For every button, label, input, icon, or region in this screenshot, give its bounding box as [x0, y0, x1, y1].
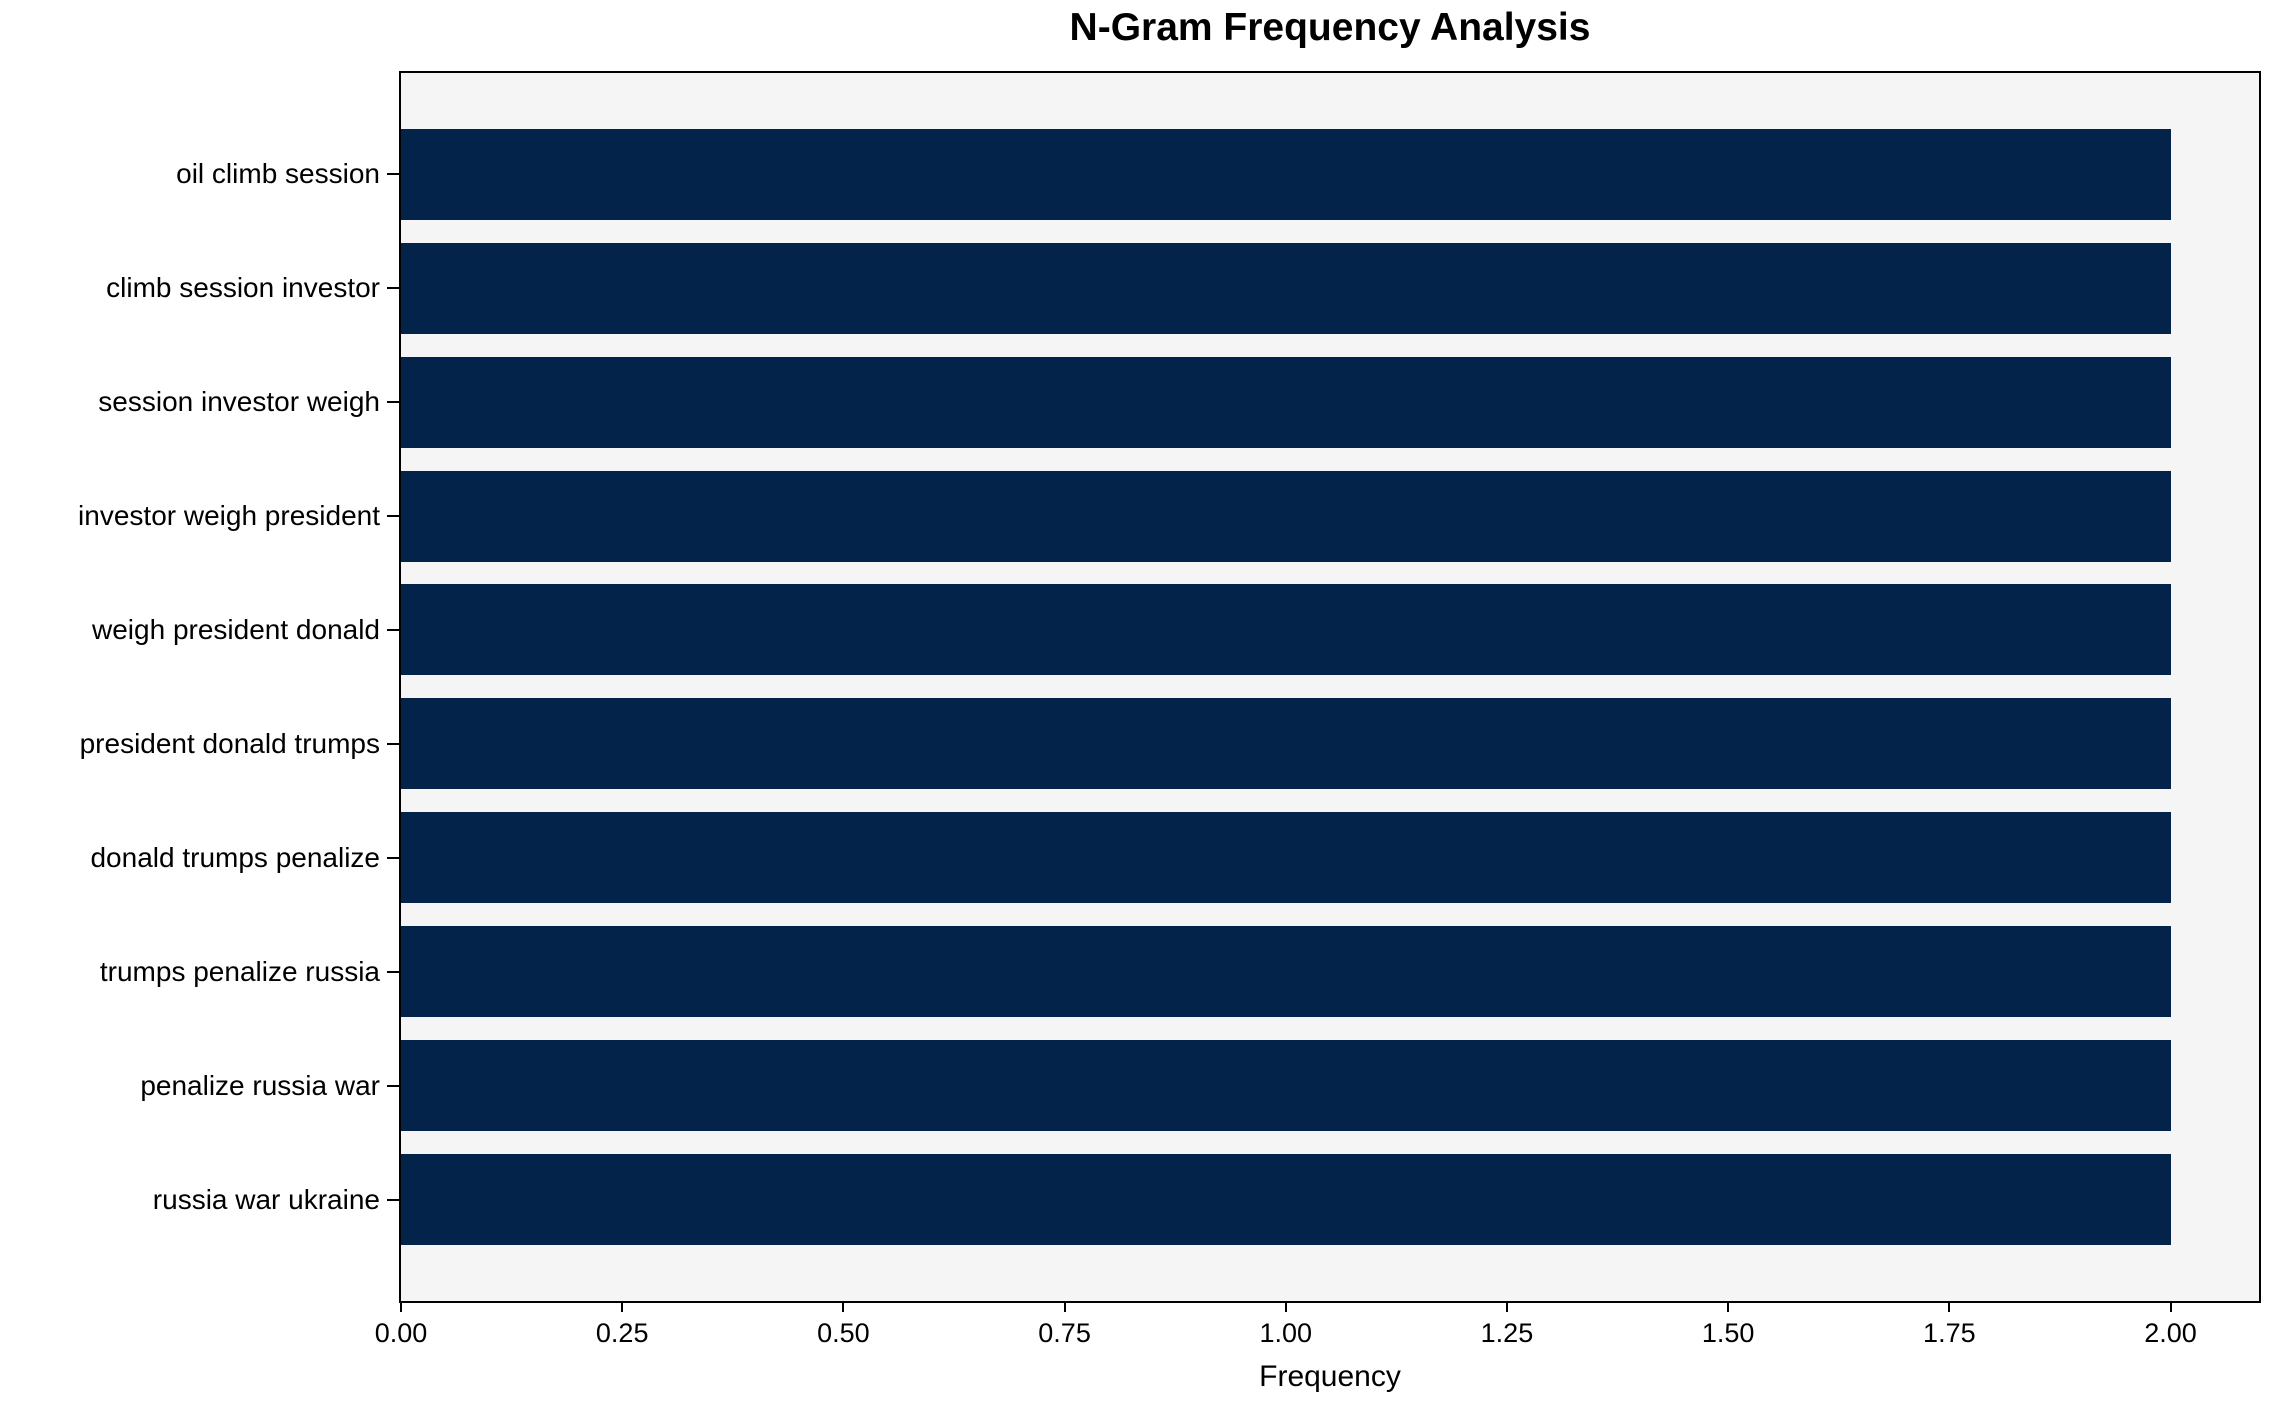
x-tick-mark: [1284, 1303, 1287, 1312]
y-tick-label: oil climb session: [176, 158, 380, 190]
x-tick-label: 0.75: [1038, 1318, 1091, 1348]
x-tick-label: 1.25: [1480, 1318, 1534, 1348]
bar-session-investor-weigh: [401, 356, 2171, 448]
y-tick-mark: [387, 1084, 399, 1087]
bar-donald-trumps-penalize: [401, 812, 2171, 904]
y-tick-label: weigh president donald: [92, 614, 380, 646]
bar-president-donald-trumps: [401, 698, 2171, 790]
x-tick-label: 1.75: [1923, 1318, 1976, 1348]
y-tick-mark: [387, 629, 399, 632]
x-tick-label: 2.00: [2144, 1318, 2197, 1348]
bar-russia-war-ukraine: [401, 1154, 2171, 1246]
x-tick-label: 0.25: [595, 1318, 649, 1348]
y-tick-mark: [387, 173, 399, 176]
y-tick-label: russia war ukraine: [152, 1183, 380, 1215]
bar-penalize-russia-war: [401, 1040, 2171, 1132]
x-tick-mark: [1727, 1303, 1730, 1312]
bar-investor-weigh-president: [401, 470, 2171, 562]
y-tick-mark: [387, 401, 399, 404]
x-tick-mark: [2169, 1303, 2172, 1312]
y-tick-label: trumps penalize russia: [99, 955, 380, 987]
y-tick-label: penalize russia war: [140, 1069, 380, 1101]
y-tick-label: donald trumps penalize: [90, 841, 380, 873]
bar-oil-climb-session: [401, 128, 2171, 220]
x-tick-label: 0.50: [817, 1318, 870, 1348]
y-tick-label: session investor weigh: [98, 386, 380, 418]
x-tick-label: 1.50: [1701, 1318, 1755, 1348]
bar-trumps-penalize-russia: [401, 926, 2171, 1018]
x-tick-mark: [621, 1303, 624, 1312]
x-tick-label: 1.00: [1259, 1318, 1313, 1348]
x-tick-mark: [400, 1303, 402, 1312]
x-tick-mark: [1063, 1303, 1066, 1312]
bar-weigh-president-donald: [401, 584, 2171, 676]
y-tick-mark: [387, 742, 399, 745]
y-tick-mark: [387, 856, 399, 859]
y-tick-label: investor weigh president: [78, 500, 380, 532]
y-tick-mark: [387, 1198, 399, 1201]
plot-area: [399, 71, 2261, 1303]
x-tick-label: 0.00: [374, 1318, 428, 1348]
chart-title: N-Gram Frequency Analysis: [1069, 6, 1591, 49]
x-tick-mark: [842, 1303, 845, 1312]
x-axis-title: Frequency: [1259, 1360, 1401, 1393]
y-tick-mark: [387, 515, 399, 518]
y-tick-label: climb session investor: [106, 272, 380, 304]
x-tick-mark: [1505, 1303, 1508, 1312]
bar-climb-session-investor: [401, 242, 2171, 334]
y-tick-mark: [387, 287, 399, 290]
x-tick-mark: [1948, 1303, 1951, 1312]
y-tick-label: president donald trumps: [79, 727, 380, 759]
y-tick-mark: [387, 970, 399, 973]
